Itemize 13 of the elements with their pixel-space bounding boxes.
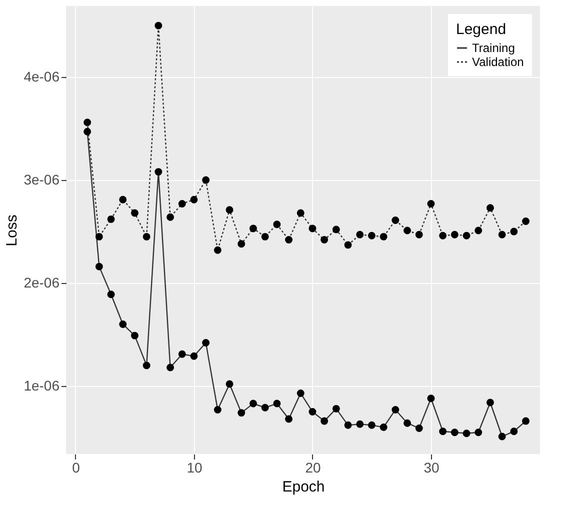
y-tick-label: 4e-06 [24,68,60,85]
y-tick-label: 1e-06 [24,378,60,394]
legend-label: Validation [472,55,524,69]
x-tick-label: 10 [186,460,202,476]
legend-title: Legend [456,21,506,38]
legend-label: Training [472,41,515,55]
x-tick-label: 30 [424,460,440,476]
x-axis-title: Epoch [282,478,325,496]
x-tick-label: 20 [305,460,321,476]
y-tick-label: 3e-06 [24,172,60,188]
y-axis-title: Loss [4,214,21,246]
x-tick-label: 0 [72,460,80,476]
y-tick-label: 2e-06 [24,274,60,291]
